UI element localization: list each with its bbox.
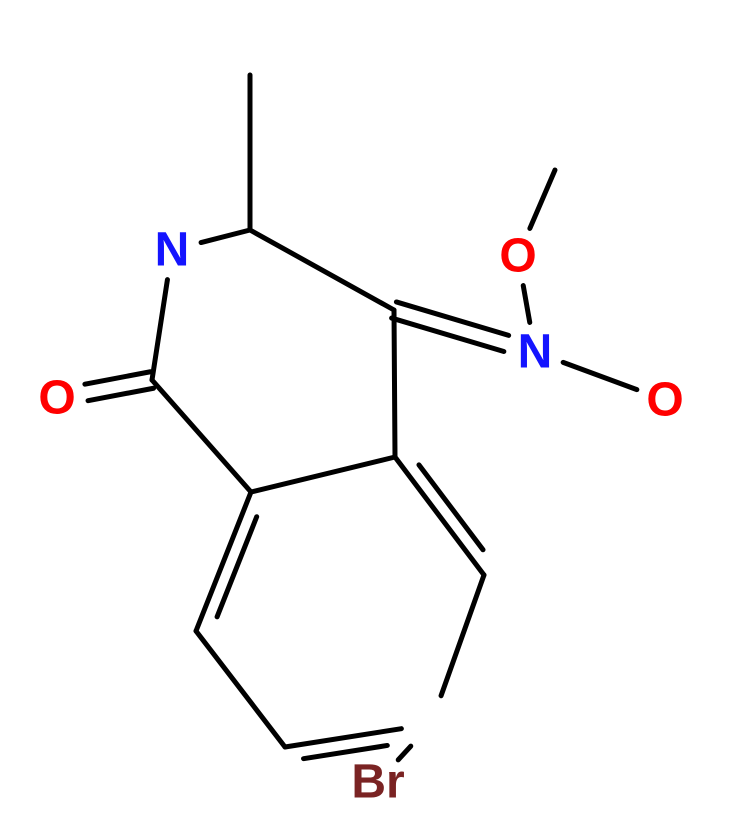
atom-n: N (518, 326, 553, 379)
atom-n: N (155, 224, 190, 277)
atom-o: O (646, 374, 683, 427)
bonds (85, 75, 637, 760)
atom-br: Br (351, 756, 404, 809)
atom-o: O (38, 372, 75, 425)
molecule-diagram: NOONOBr (0, 0, 730, 819)
atom-labels: NOONOBr (38, 224, 683, 809)
atom-o: O (499, 230, 536, 283)
